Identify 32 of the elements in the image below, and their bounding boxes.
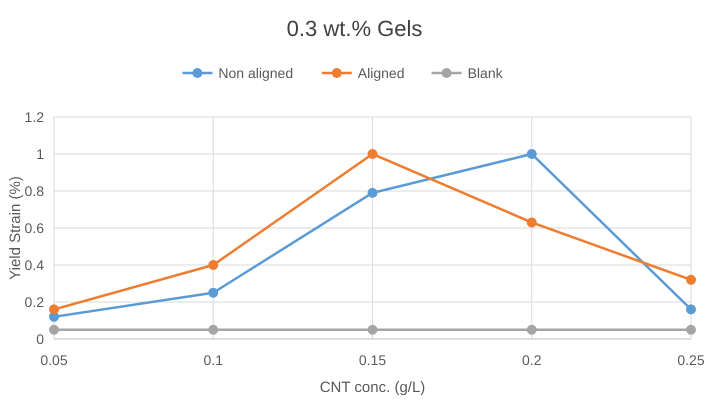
point [686,324,696,335]
point [208,260,218,270]
point [686,274,696,285]
point [526,324,537,335]
y-tick-label: 1.2 [24,108,44,125]
point [208,288,218,298]
point [368,149,378,159]
x-tick-label: 0.2 [522,352,542,368]
y-tick-label: 0.6 [24,220,44,236]
x-tick-label: 0.05 [40,352,68,368]
chart-title: 0.3 wt.% Gels [286,16,422,41]
point [368,188,378,198]
point [526,149,537,159]
point [526,217,537,228]
point [49,324,59,335]
y-tick-label: 1 [36,146,44,162]
y-tick-label: 0.8 [24,182,44,199]
point [49,304,59,314]
point [368,324,378,335]
point [208,324,218,335]
legend-label: Aligned [358,64,405,81]
y-tick-label: 0 [36,330,44,347]
y-tick-label: 0.2 [24,294,44,310]
x-tick-label: 0.15 [358,352,386,368]
y-axis-title: Yield Strain (%) [7,176,24,280]
legend-label: Blank [468,64,504,81]
x-axis-title: CNT conc. (g/L) [320,379,426,396]
y-tick-label: 0.4 [24,256,44,273]
x-tick-label: 0.25 [677,352,705,368]
legend-label: Non aligned [218,64,294,81]
x-tick-label: 0.1 [204,352,224,368]
point [686,304,696,314]
